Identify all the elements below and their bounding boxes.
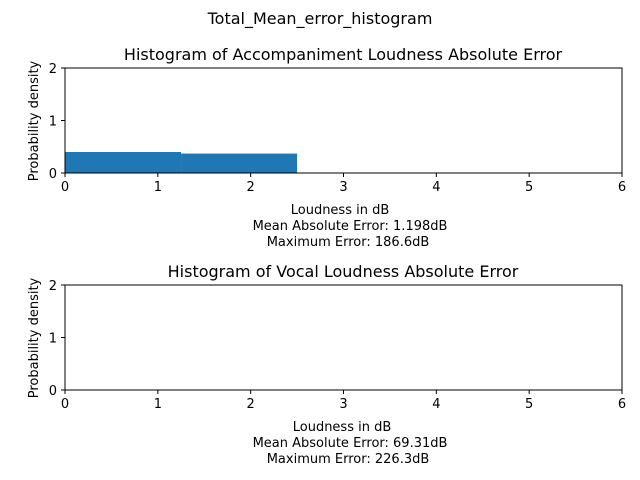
y-axis-label: Probability density (27, 277, 42, 398)
accompaniment-histogram: Histogram of Accompaniment Loudness Abso… (27, 45, 626, 250)
max-error-label: Maximum Error: 226.3dB (267, 452, 430, 467)
x-tick-label: 5 (525, 180, 533, 195)
y-tick-label: 0 (49, 384, 57, 399)
x-tick-label: 0 (61, 180, 69, 195)
vocal-histogram: Histogram of Vocal Loudness Absolute Err… (27, 262, 626, 467)
y-tick-label: 2 (49, 279, 57, 294)
y-tick-label: 0 (49, 167, 57, 182)
x-tick-label: 1 (154, 397, 162, 412)
chart-title: Histogram of Vocal Loudness Absolute Err… (168, 262, 519, 281)
x-tick-label: 2 (247, 397, 255, 412)
figure-title: Total_Mean_error_histogram (207, 9, 433, 29)
x-axis-label: Loudness in dB (293, 420, 392, 435)
y-ticks: 0 1 2 (49, 62, 65, 182)
x-tick-label: 4 (432, 397, 440, 412)
x-tick-label: 6 (618, 397, 626, 412)
x-tick-label: 3 (339, 180, 347, 195)
y-ticks: 0 1 2 (49, 279, 65, 399)
axes-frame (64, 284, 623, 391)
x-tick-label: 3 (339, 397, 347, 412)
bars (65, 152, 298, 173)
x-tick-label: 1 (154, 180, 162, 195)
histogram-bar-0 (65, 152, 182, 173)
x-tick-label: 4 (432, 180, 440, 195)
y-tick-label: 1 (49, 115, 57, 130)
y-tick-label: 1 (49, 332, 57, 347)
histogram-bar-1 (181, 153, 298, 173)
mean-error-label: Mean Absolute Error: 1.198dB (253, 219, 448, 234)
x-tick-label: 5 (525, 397, 533, 412)
x-tick-label: 2 (247, 180, 255, 195)
y-axis-label: Probability density (27, 60, 42, 181)
chart-title: Histogram of Accompaniment Loudness Abso… (124, 45, 563, 64)
x-axis-label: Loudness in dB (291, 203, 390, 218)
x-ticks: 0 1 2 3 4 5 6 (61, 390, 626, 412)
mean-error-label: Mean Absolute Error: 69.31dB (253, 436, 448, 451)
y-tick-label: 2 (49, 62, 57, 77)
x-tick-label: 6 (618, 180, 626, 195)
x-tick-label: 0 (61, 397, 69, 412)
max-error-label: Maximum Error: 186.6dB (267, 235, 430, 250)
x-ticks: 0 1 2 3 4 5 6 (61, 173, 626, 195)
